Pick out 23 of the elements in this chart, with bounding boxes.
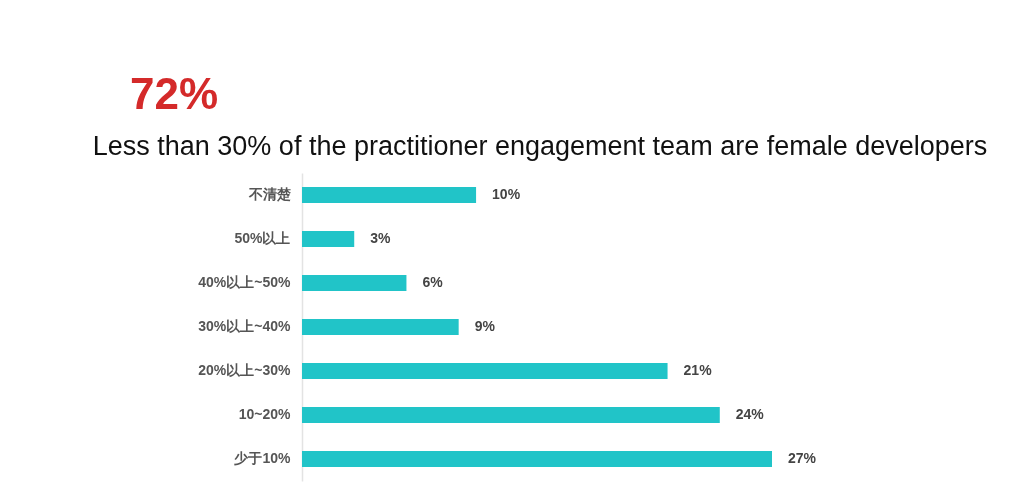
y-tick-label: 20%以上~30% [198,362,292,378]
data-label: 21% [683,362,713,378]
bar [302,363,668,379]
bar [302,407,720,423]
y-tick-label: 40%以上~50% [198,274,292,290]
y-tick-label: 10~20% [238,406,292,422]
y-tick-label: 50%以上 [234,230,291,246]
bar [302,187,477,203]
data-label: 9% [474,318,496,334]
y-tick-label: 不清楚 [247,186,292,202]
data-label: 27% [788,450,817,466]
y-tick-label: 30%以上~40% [198,318,292,334]
data-label: 24% [735,406,765,422]
data-label: 3% [370,230,392,246]
bar [302,319,459,335]
bar [302,451,772,467]
bar [302,231,355,247]
y-tick-label: 少于10% [234,450,292,466]
data-label: 10% [492,186,521,202]
data-label: 6% [422,274,444,290]
chart-subtitle: Less than 30% of the practitioner engagement team are female developers [92,131,988,161]
bar [302,275,407,291]
chart-title: 72% [130,69,219,118]
